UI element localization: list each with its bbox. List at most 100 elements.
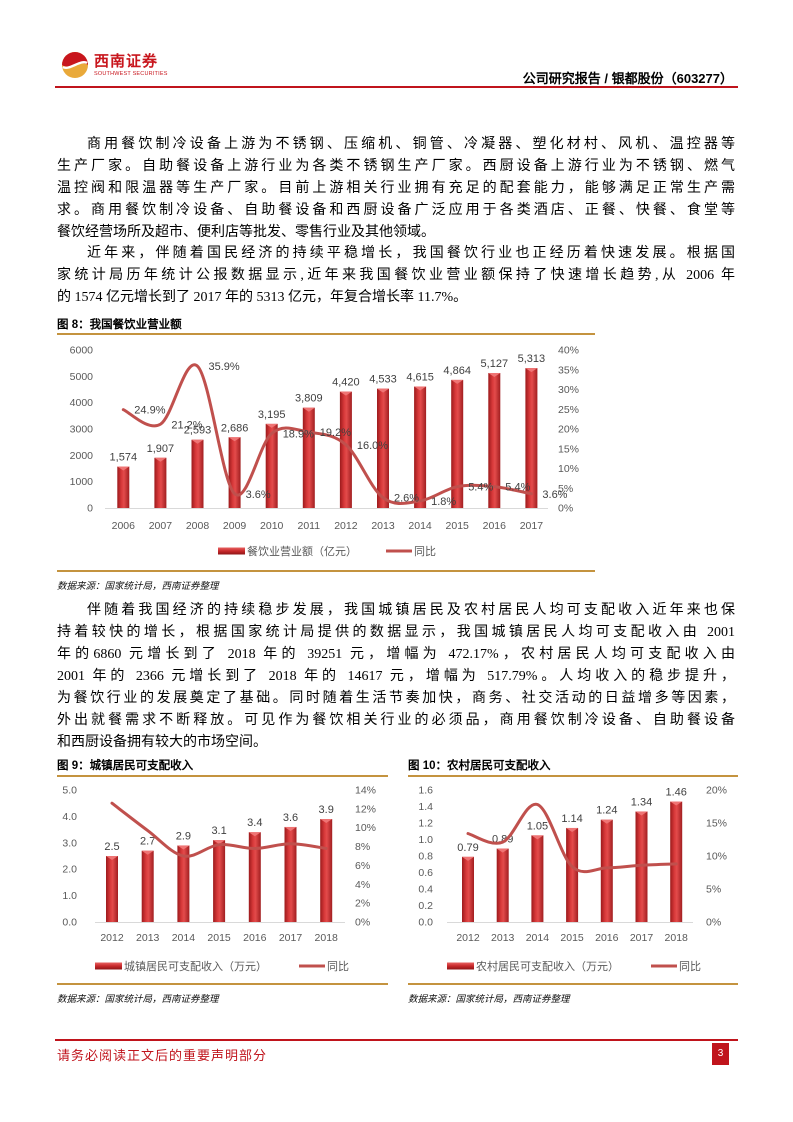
- bar: [496, 848, 509, 922]
- report-title: 公司研究报告 / 银都股份（603277）: [522, 71, 733, 86]
- right-axis-tick-label: 10%: [355, 822, 376, 834]
- yoy-growth-line: [466, 803, 678, 874]
- x-axis-tick-label: 2013: [136, 932, 160, 944]
- paragraph-disposable-income: 伴随着我国经济的持续稳步发展，我国城镇居民及农村居民人均可支配收入近年来也保 持…: [57, 600, 735, 754]
- bar: [117, 466, 130, 508]
- right-axis-tick-label: 2%: [355, 898, 370, 910]
- bar: [525, 368, 538, 508]
- paragraph-line: 餐饮经营场所及超市、便利店等批发、零售行业及其他领域。: [57, 225, 435, 240]
- x-axis-tick-label: 2016: [243, 932, 267, 944]
- bar-value-label: 1,574: [110, 452, 138, 464]
- bar: [141, 850, 154, 922]
- right-axis-tick-label: 35%: [558, 364, 579, 376]
- bar-top-bevel: [248, 832, 261, 837]
- bar: [154, 457, 167, 508]
- bar: [462, 856, 474, 922]
- paragraph-line: 伴随着我国经济的持续稳步发展，我国城镇居民及农村居民人均可支配收入近年来也保: [87, 603, 735, 618]
- figure-8-top-rule: [57, 333, 595, 335]
- legend-bar-label: 餐饮业营业额（亿元）: [247, 544, 357, 558]
- left-axis-tick-label: 2.0: [62, 864, 77, 876]
- x-axis-tick-label: 2013: [371, 520, 395, 532]
- bar-value-label: 1.34: [631, 796, 652, 808]
- right-axis-tick-label: 12%: [355, 803, 376, 815]
- bar-value-label: 5,313: [518, 353, 546, 365]
- figure-9-bottom-rule: [57, 983, 388, 985]
- figure-10-top-rule: [408, 775, 738, 777]
- left-axis-tick-label: 5.0: [62, 785, 77, 797]
- bar-value-label: 1.14: [561, 813, 582, 825]
- paragraph-line: 年的6860 元增长到了 2018 年的 39251 元，增幅为 472.17%…: [57, 647, 735, 662]
- left-axis-tick-label: 3.0: [62, 837, 77, 849]
- figure-8-chart: 0 1000 2000 3000 4000 5000 6000 0% 5% 10% 15% 20% 25…: [70, 345, 579, 559]
- bar-top-bevel: [451, 379, 464, 384]
- figure-10-source: 数据来源：国家统计局，西南证券整理: [408, 995, 570, 1005]
- bar-top-bevel: [213, 840, 226, 845]
- line-value-label: 19.2%: [320, 427, 351, 439]
- bar-top-bevel: [566, 827, 579, 832]
- x-axis-tick-label: 2012: [456, 932, 480, 944]
- bar-value-label: 1.05: [527, 820, 548, 832]
- line-value-label: 21.2%: [171, 419, 202, 431]
- x-axis-tick-label: 2008: [186, 520, 210, 532]
- page-number: 3: [712, 1043, 729, 1065]
- right-axis-tick-label: 0%: [355, 917, 370, 929]
- legend-bar-swatch: [95, 962, 122, 970]
- bar-top-bevel: [377, 388, 389, 393]
- left-axis-tick-label: 5000: [70, 371, 94, 383]
- line-value-label: 24.9%: [134, 405, 165, 417]
- left-axis-tick-label: 0: [87, 503, 93, 515]
- right-axis-tick-label: 5%: [706, 884, 721, 896]
- figure-9-top-rule: [57, 775, 388, 777]
- right-axis-tick-label: 30%: [558, 384, 579, 396]
- legend-line-label: 同比: [327, 960, 349, 973]
- bar-value-label: 3.4: [247, 817, 262, 829]
- bar-value-label: 3,195: [258, 409, 286, 421]
- bar: [213, 840, 226, 922]
- x-axis-tick-label: 2009: [223, 520, 247, 532]
- bar-value-label: 1.24: [596, 805, 617, 817]
- line-value-label: 3.6%: [542, 489, 567, 501]
- bar: [191, 439, 204, 508]
- bar: [377, 388, 389, 508]
- line-value-label: 35.9%: [209, 361, 240, 373]
- x-axis-tick-label: 2017: [520, 520, 544, 532]
- figure-10-chart: 0.0 0.2 0.4 0.6 0.8 1.0 1.2 1.4 1.6 0% 5% 10% 15% 20%…: [418, 785, 727, 974]
- right-axis-tick-label: 8%: [355, 841, 370, 853]
- x-axis-tick-label: 2017: [630, 932, 654, 944]
- legend-line-label: 同比: [414, 545, 436, 558]
- bar: [177, 845, 190, 922]
- x-axis-tick-label: 2010: [260, 520, 284, 532]
- right-axis-tick-label: 10%: [706, 851, 727, 863]
- x-axis-tick-label: 2017: [279, 932, 303, 944]
- bar-value-label: 3,809: [295, 393, 323, 405]
- line-value-label: 5.4%: [505, 482, 530, 494]
- bar-value-label: 4,420: [332, 377, 360, 389]
- paragraph-line: 生产厂家。自助餐设备上游行业为各类不锈钢生产厂家。西厨设备上游行业为不锈钢、燃气: [57, 159, 735, 174]
- left-axis-tick-label: 0.4: [418, 884, 433, 896]
- right-axis-tick-label: 10%: [558, 463, 579, 475]
- x-axis-tick-label: 2018: [315, 932, 339, 944]
- paragraph-catering-revenue: 近年来，伴随着国民经济的持续平稳增长，我国餐饮行业也正经历着快速发展。根据国 家…: [57, 243, 735, 309]
- figure-9-source: 数据来源：国家统计局，西南证券整理: [57, 995, 219, 1005]
- paragraph-line: 2001 年的 2366 元增长到了 2018 年的 14617 元，增幅为 5…: [57, 669, 735, 684]
- paragraph-line: 商用餐饮制冷设备上游为不锈钢、压缩机、铜管、冷凝器、塑化材村、风机、温控器等: [87, 137, 735, 152]
- bar-value-label: 2.9: [176, 830, 191, 842]
- legend-bar-label: 城镇居民可支配收入（万元）: [124, 959, 267, 973]
- bar-top-bevel: [488, 372, 501, 377]
- left-axis-tick-label: 1.4: [418, 801, 433, 813]
- figure-8-source: 数据来源：国家统计局，西南证券整理: [57, 582, 219, 592]
- left-axis-tick-label: 4000: [70, 397, 94, 409]
- left-axis-tick-label: 1.6: [418, 785, 433, 797]
- line-value-label: 3.6%: [246, 489, 271, 501]
- paragraph-line: 外出就餐需求不断释放。可见作为餐饮相关行业的必须品，商用餐饮制冷设备、自助餐设备: [57, 713, 735, 728]
- figure-9-chart: 0.0 1.0 2.0 3.0 4.0 5.0 0% 2% 4% 6% 8% 10% 12% 14% 2.5…: [62, 785, 376, 974]
- bar-top-bevel: [496, 848, 509, 853]
- bar-top-bevel: [320, 819, 333, 824]
- bar-value-label: 1,907: [147, 443, 175, 455]
- bar-value-label: 2.7: [140, 836, 155, 848]
- left-axis-tick-label: 1.2: [418, 818, 433, 830]
- left-axis-tick-label: 1.0: [418, 834, 433, 846]
- bar-value-label: 3.6: [283, 812, 298, 824]
- left-axis-tick-label: 0.0: [62, 917, 77, 929]
- x-axis-tick-label: 2007: [149, 520, 173, 532]
